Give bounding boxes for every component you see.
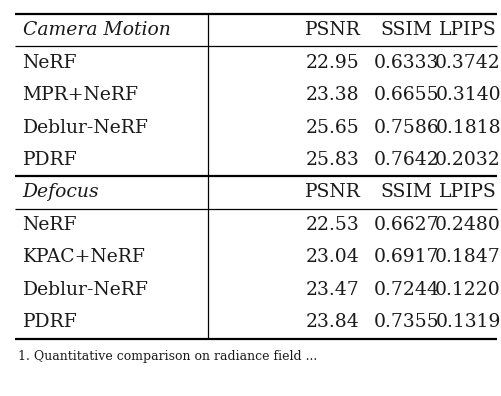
Text: 0.7642: 0.7642 [373,151,438,169]
Text: Deblur-NeRF: Deblur-NeRF [23,281,148,299]
Text: Deblur-NeRF: Deblur-NeRF [23,118,148,137]
Text: 0.1220: 0.1220 [434,281,500,299]
Text: 23.04: 23.04 [305,248,359,267]
Text: 0.7586: 0.7586 [373,118,438,137]
Text: KPAC+NeRF: KPAC+NeRF [23,248,145,267]
Text: 0.7355: 0.7355 [373,313,438,331]
Text: 0.1847: 0.1847 [434,248,500,267]
Text: Camera Motion: Camera Motion [23,21,170,39]
Text: Defocus: Defocus [23,183,99,202]
Text: 25.65: 25.65 [305,118,359,137]
Text: LPIPS: LPIPS [438,21,496,39]
Text: PSNR: PSNR [304,21,360,39]
Text: 0.1818: 0.1818 [434,118,500,137]
Text: NeRF: NeRF [23,216,77,234]
Text: 1. Quantitative comparison on radiance field ...: 1. Quantitative comparison on radiance f… [18,350,316,364]
Text: MPR+NeRF: MPR+NeRF [23,86,138,104]
Text: SSIM: SSIM [380,183,432,202]
Text: LPIPS: LPIPS [438,183,496,202]
Text: 0.3140: 0.3140 [434,86,500,104]
Text: 25.83: 25.83 [305,151,359,169]
Text: 0.6627: 0.6627 [373,216,438,234]
Text: NeRF: NeRF [23,53,77,72]
Text: 0.3742: 0.3742 [434,53,500,72]
Text: 23.47: 23.47 [305,281,359,299]
Text: 0.6333: 0.6333 [373,53,438,72]
Text: 0.2032: 0.2032 [434,151,500,169]
Text: 0.7244: 0.7244 [373,281,439,299]
Text: 23.38: 23.38 [305,86,359,104]
Text: 22.53: 22.53 [305,216,359,234]
Text: 22.95: 22.95 [305,53,359,72]
Text: SSIM: SSIM [380,21,432,39]
Text: 0.2480: 0.2480 [434,216,500,234]
Text: 0.1319: 0.1319 [434,313,500,331]
Text: PSNR: PSNR [304,183,360,202]
Text: PDRF: PDRF [23,151,77,169]
Text: 0.6917: 0.6917 [373,248,438,267]
Text: 23.84: 23.84 [305,313,359,331]
Text: 0.6655: 0.6655 [373,86,438,104]
Text: PDRF: PDRF [23,313,77,331]
